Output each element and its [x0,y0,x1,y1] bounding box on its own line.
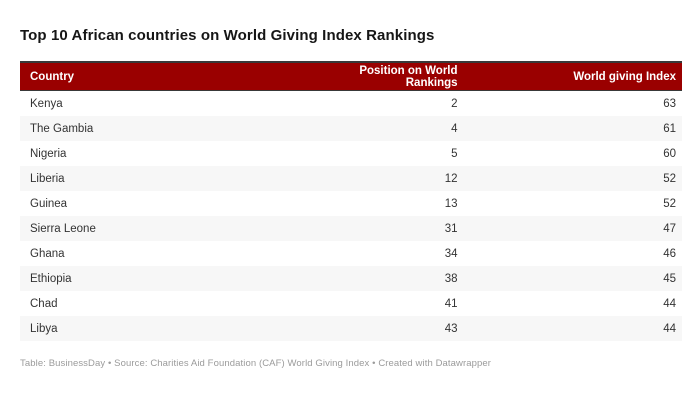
index-cell: 46 [663,247,676,260]
country-cell: Ethiopia [30,272,72,285]
table-body: Kenya 2 63 The Gambia 4 61 Nigeria 5 60 Liberia 12… [20,91,682,341]
country-cell: Sierra Leone [30,222,96,235]
position-cell: 34 [444,247,458,260]
table-row: Ghana 34 46 [20,241,682,266]
index-cell: 45 [663,272,676,285]
index-cell: 52 [663,197,676,210]
position-cell: 12 [444,172,458,185]
position-cell: 13 [444,197,458,210]
position-cell: 2 [451,97,458,110]
index-cell: 60 [663,147,676,160]
position-cell: 4 [451,122,458,135]
table-row: The Gambia 4 61 [20,116,682,141]
position-cell: 41 [444,297,458,310]
attribution-footer: Table: BusinessDay • Source: Charities A… [20,358,492,369]
position-cell: 31 [444,222,458,235]
table-row: Sierra Leone 31 47 [20,216,682,241]
column-header-position: Position on World Rankings [331,61,464,91]
table-row: Ethiopia 38 45 [20,266,682,291]
position-cell: 5 [451,147,458,160]
table-row: Kenya 2 63 [20,91,682,117]
table-row: Libya 43 44 [20,316,682,341]
country-cell: Libya [30,322,58,335]
country-cell: Chad [30,297,58,310]
column-header-country: Country [20,61,332,91]
index-cell: 63 [663,97,676,110]
country-cell: Nigeria [30,147,67,160]
country-cell: Guinea [30,197,68,210]
index-cell: 44 [663,297,676,310]
page-title: Top 10 African countries on World Giving… [20,27,435,44]
country-cell: The Gambia [30,122,94,135]
country-cell: Kenya [30,97,63,110]
index-cell: 47 [663,222,676,235]
table-row: Liberia 12 52 [20,166,682,191]
table-header: Country Position on World Rankings World… [20,61,682,91]
country-cell: Liberia [30,172,65,185]
country-cell: Ghana [30,247,65,260]
index-cell: 52 [663,172,676,185]
index-cell: 61 [663,122,676,135]
table-row: Guinea 13 52 [20,191,682,216]
column-header-index: World giving Index [463,61,682,91]
table-row: Nigeria 5 60 [20,141,682,166]
position-cell: 38 [444,272,458,285]
position-cell: 43 [444,322,458,335]
table-row: Chad 41 44 [20,291,682,316]
index-cell: 44 [663,322,676,335]
table-header-row: Country Position on World Rankings World… [20,61,682,91]
giving-index-table: Country Position on World Rankings World… [20,61,682,341]
